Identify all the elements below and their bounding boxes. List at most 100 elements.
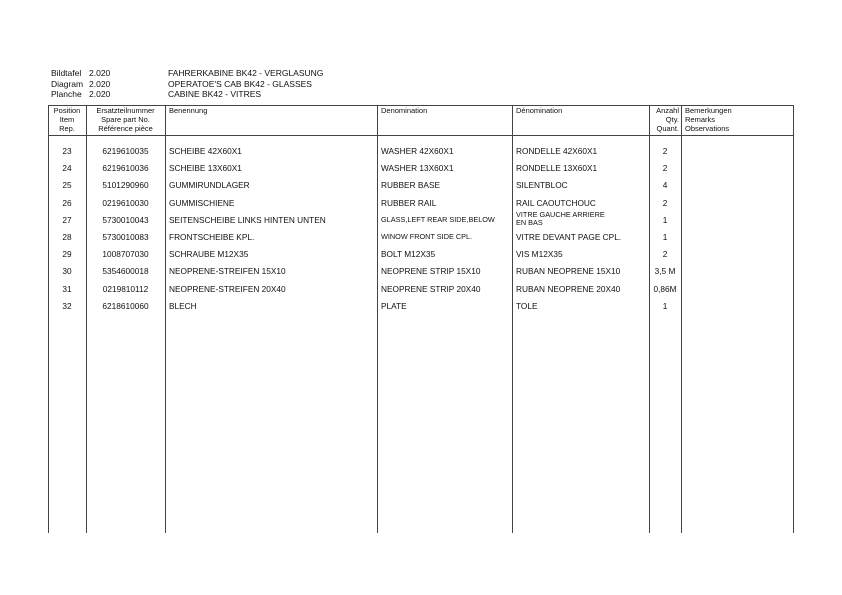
- header-line: Bemerkungen: [685, 106, 732, 115]
- denomination-fr-cell: VITRE GAUCHE ARRIERE EN BAS: [516, 209, 605, 228]
- benennung-cell: SCHRAUBE M12X35: [169, 249, 249, 260]
- diagram-number: 2.020: [89, 78, 111, 89]
- title-en: OPERATOE'S CAB BK42 - GLASSES: [168, 78, 312, 89]
- part-number-cell: 5354600018: [102, 266, 149, 277]
- benennung-cell: SCHEIBE 42X60X1: [169, 146, 242, 156]
- position-cell: 27: [62, 214, 72, 225]
- position-cell: 24: [62, 163, 72, 174]
- column-divider: [86, 105, 87, 533]
- qty-cell: 2: [662, 197, 668, 208]
- header-line: Qty.: [665, 115, 679, 124]
- title-de: FAHRERKABINE BK42 - VERGLASUNG: [168, 68, 324, 78]
- qty-cell: 2: [662, 146, 668, 156]
- denomination-fr-cell: VIS M12X35: [516, 249, 563, 260]
- benennung-cell: SEITENSCHEIBE LINKS HINTEN UNTEN: [169, 214, 326, 225]
- col-header-position: Position Item Rep.: [48, 106, 86, 133]
- benennung-cell: FRONTSCHEIBE KPL.: [169, 232, 255, 242]
- denomination-fr-cell: SILENTBLOC: [516, 180, 568, 191]
- col-header-benennung: Benennung: [169, 106, 208, 115]
- table-top-border: [48, 105, 793, 106]
- column-divider: [649, 105, 650, 533]
- header-line: Spare part No.: [101, 115, 150, 124]
- title-fr: CABINE BK42 - VITRES: [168, 89, 262, 99]
- header-divider: [48, 135, 793, 136]
- denomination-fr-cell: RAIL CAOUTCHOUC: [516, 197, 596, 208]
- qty-cell: 0,86M: [653, 283, 677, 294]
- header-line: Quant.: [656, 124, 679, 133]
- header-line: Rep.: [59, 124, 75, 133]
- benennung-cell: SCHEIBE 13X60X1: [169, 163, 242, 174]
- denomination-en-cell: RUBBER BASE: [381, 180, 441, 191]
- part-number-cell: 0219810112: [102, 283, 149, 294]
- col-header-denomination-fr: Dénomination: [516, 106, 563, 115]
- header-line: Référence pièce: [98, 124, 153, 133]
- header-line: Position: [53, 106, 81, 115]
- denomination-en-cell: BOLT M12X35: [381, 249, 436, 260]
- header-numbers: 2.020 2.020 2.020: [89, 68, 110, 100]
- denomination-fr-cell: VITRE DEVANT PAGE CPL.: [516, 232, 622, 242]
- table-row: 26 0219610030 GUMMISCHIENE RUBBER RAIL RAIL …: [48, 195, 793, 212]
- part-number-cell: 6219610035: [102, 146, 149, 156]
- denomination-en-cell: PLATE: [381, 300, 407, 311]
- table-row: 23 6219610035 SCHEIBE 42X60X1 WASHER 42X60X…: [48, 143, 793, 160]
- label-planche: Planche: [51, 89, 82, 99]
- col-header-remarks: Bemerkungen Remarks Observations: [685, 106, 732, 133]
- part-number-cell: 5101290960: [102, 180, 149, 191]
- table-row: 32 6218610060 BLECH PLATE TOLE 1: [48, 298, 793, 315]
- position-cell: 32: [62, 300, 72, 311]
- denomination-fr-cell: RUBAN NEOPRENE 20X40: [516, 283, 621, 294]
- position-cell: 28: [62, 232, 72, 242]
- col-header-qty: Anzahl Qty. Quant.: [649, 106, 679, 133]
- position-cell: 29: [62, 249, 72, 260]
- position-cell: 25: [62, 180, 72, 191]
- denomination-fr-cell: TOLE: [516, 300, 538, 311]
- qty-cell: 1: [662, 214, 668, 225]
- benennung-cell: BLECH: [169, 300, 197, 311]
- denomination-fr-cell: RONDELLE 13X60X1: [516, 163, 598, 174]
- benennung-cell: NEOPRENE-STREIFEN 20X40: [169, 283, 286, 294]
- benennung-cell: NEOPRENE-STREIFEN 15X10: [169, 266, 286, 277]
- column-divider: [377, 105, 378, 533]
- denomination-en-cell: GLASS,LEFT REAR SIDE,BELOW: [381, 214, 495, 224]
- benennung-cell: GUMMISCHIENE: [169, 197, 235, 208]
- col-header-part-no: Ersatzteilnummer Spare part No. Référence …: [86, 106, 165, 133]
- header-line: Ersatzteilnummer: [96, 106, 155, 115]
- benennung-cell: GUMMIRUNDLAGER: [169, 180, 250, 191]
- header-line: Anzahl: [656, 106, 679, 115]
- qty-cell: 4: [662, 180, 668, 191]
- denomination-en-cell: NEOPRENE STRIP 20X40: [381, 283, 481, 294]
- column-divider: [512, 105, 513, 533]
- part-number-cell: 6218610060: [102, 300, 149, 311]
- table-row: 29 1008707030 SCHRAUBE M12X35 BOLT M12X35 VI…: [48, 246, 793, 263]
- label-diagram: Diagram: [51, 78, 84, 89]
- column-divider: [681, 105, 682, 533]
- table-row: 30 5354600018 NEOPRENE-STREIFEN 15X10 NEOPR…: [48, 263, 793, 280]
- header-labels: Bildtafel Diagram Planche: [51, 68, 83, 100]
- denomination-en-cell: WASHER 42X60X1: [381, 146, 454, 156]
- position-cell: 30: [62, 266, 72, 277]
- part-number-cell: 0219610030: [102, 197, 149, 208]
- qty-cell: 2: [662, 249, 668, 260]
- qty-cell: 3,5 M: [654, 266, 676, 277]
- diagram-number: 2.020: [89, 89, 111, 99]
- part-number-cell: 5730010083: [102, 232, 149, 242]
- table-row: 25 5101290960 GUMMIRUNDLAGER RUBBER BASE SIL…: [48, 177, 793, 194]
- denomination-fr-cell: RUBAN NEOPRENE 15X10: [516, 266, 621, 277]
- col-header-denomination-en: Denomination: [381, 106, 428, 115]
- denomination-en-cell: WASHER 13X60X1: [381, 163, 454, 174]
- denomination-en-cell: WINOW FRONT SIDE CPL.: [381, 232, 473, 241]
- qty-cell: 1: [662, 232, 668, 242]
- denomination-en-cell: NEOPRENE STRIP 15X10: [381, 266, 481, 277]
- label-bildtafel: Bildtafel: [51, 68, 82, 78]
- denomination-fr-cell: RONDELLE 42X60X1: [516, 146, 598, 156]
- column-divider: [793, 105, 794, 533]
- column-divider: [165, 105, 166, 533]
- part-number-cell: 6219610036: [102, 163, 149, 174]
- position-cell: 26: [62, 197, 72, 208]
- header-line: Remarks: [685, 115, 716, 124]
- header-line: Item: [59, 115, 75, 124]
- table-row: 27 5730010043 SEITENSCHEIBE LINKS HINTEN U…: [48, 209, 793, 229]
- qty-cell: 1: [662, 300, 668, 311]
- header-line: Observations: [685, 124, 730, 133]
